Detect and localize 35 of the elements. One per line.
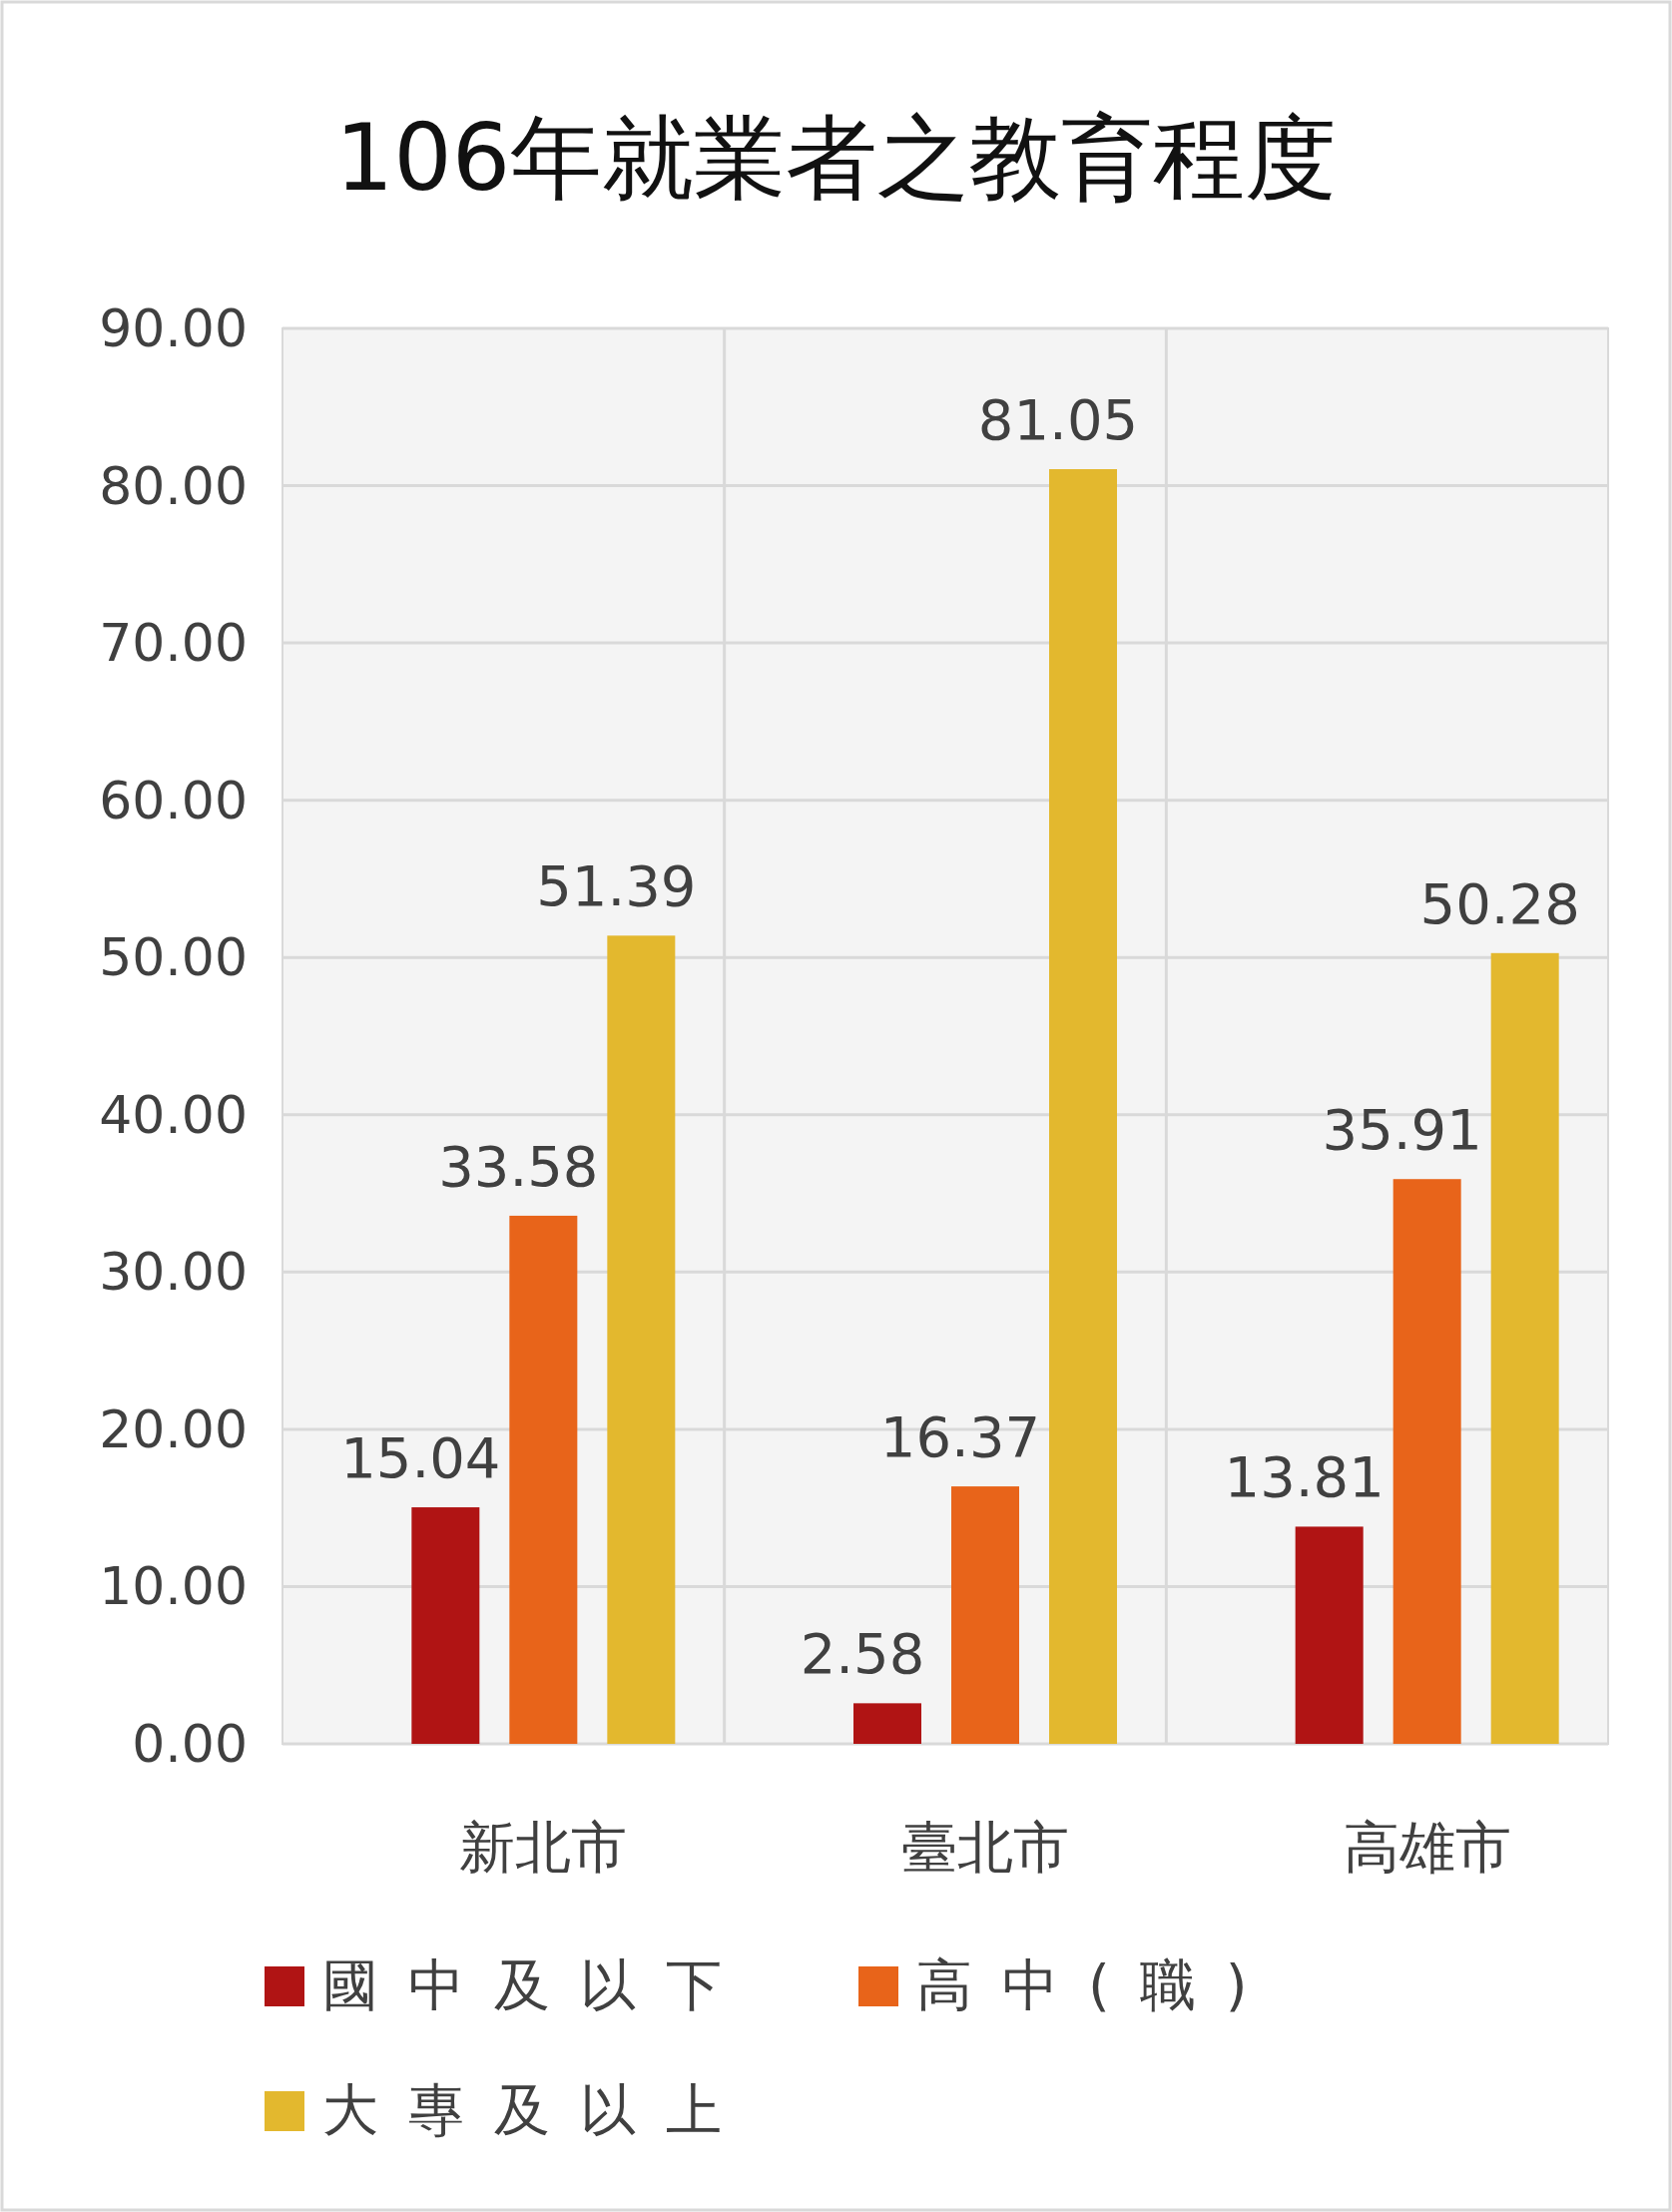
legend-label: 國中及以下 <box>322 1952 752 2017</box>
y-tick-label: 40.00 <box>99 1084 248 1145</box>
y-tick-label: 90.00 <box>99 298 248 358</box>
data-label: 13.81 <box>1224 1444 1385 1510</box>
data-label: 15.04 <box>340 1425 501 1491</box>
x-tick-label: 臺北市 <box>901 1815 1069 1880</box>
bar <box>509 1215 578 1744</box>
data-label: 81.05 <box>977 387 1139 453</box>
data-label: 50.28 <box>1419 870 1580 936</box>
bar <box>411 1507 480 1744</box>
y-tick-label: 20.00 <box>99 1398 248 1459</box>
bar <box>951 1486 1019 1744</box>
data-label: 16.37 <box>879 1404 1041 1470</box>
bar <box>1393 1179 1461 1744</box>
data-label: 35.91 <box>1322 1097 1482 1163</box>
x-tick-label: 高雄市 <box>1343 1815 1511 1880</box>
bar <box>1295 1526 1364 1744</box>
legend-label: 高中(職) <box>916 1952 1278 2017</box>
bar <box>1490 952 1559 1744</box>
y-tick-label: 30.00 <box>99 1242 248 1303</box>
y-tick-label: 60.00 <box>99 770 248 830</box>
y-tick-label: 80.00 <box>99 455 248 516</box>
legend-label: 大專及以上 <box>322 2077 752 2142</box>
bar <box>1049 469 1117 1744</box>
chart-title: 106年就業者之教育程度 <box>334 105 1338 212</box>
y-tick-label: 0.00 <box>132 1714 248 1774</box>
data-label: 33.58 <box>438 1133 599 1199</box>
x-tick-label: 新北市 <box>459 1815 628 1880</box>
y-tick-label: 10.00 <box>99 1556 248 1617</box>
bar <box>607 935 676 1744</box>
y-tick-label: 50.00 <box>99 927 248 988</box>
y-tick-label: 70.00 <box>99 613 248 674</box>
data-label: 51.39 <box>536 853 697 919</box>
data-label: 2.58 <box>800 1621 925 1687</box>
bar <box>853 1703 921 1744</box>
